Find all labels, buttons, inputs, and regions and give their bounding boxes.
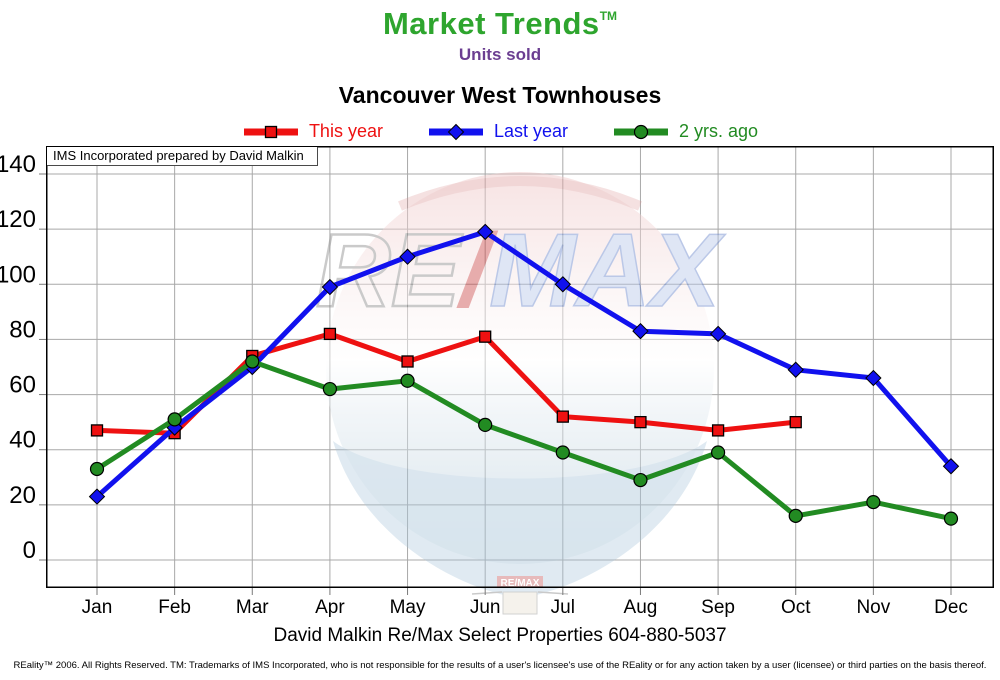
data-point	[323, 327, 337, 341]
chart-area: RE/MAX RE/MAX 0 20 40 60 80 100 120 140 Jan Feb Ma…	[0, 146, 1000, 620]
legend-swatch-circle	[614, 124, 669, 139]
x-axis-label: Jul	[551, 597, 575, 618]
legend-swatch-square	[243, 125, 298, 138]
data-point	[322, 381, 338, 397]
legend-marker	[264, 125, 278, 138]
series-line	[94, 229, 954, 500]
data-point	[556, 410, 569, 423]
balloon-band	[497, 576, 543, 588]
prepared-by-annotation: IMS Incorporated prepared by David Malki…	[47, 147, 318, 166]
chart-title: Vancouver West Townhouses	[338, 82, 662, 108]
data-point	[710, 445, 726, 460]
disclaimer-line: REality™ 2006. All Rights Reserved. TM: …	[13, 660, 987, 671]
data-point	[789, 415, 802, 429]
data-point	[479, 330, 492, 343]
data-point	[787, 361, 804, 378]
y-axis-label: 140	[0, 151, 36, 178]
data-point	[866, 495, 881, 510]
y-axis-label: 120	[0, 206, 36, 233]
x-axis-label: Feb	[158, 597, 191, 618]
data-point	[245, 354, 260, 369]
legend-item: This year	[242, 121, 383, 142]
x-axis-label: Aug	[624, 597, 658, 618]
data-point	[555, 445, 570, 460]
legend-label: This year	[308, 121, 383, 141]
legend-marker	[633, 124, 649, 139]
data-point	[476, 223, 494, 241]
data-point	[478, 417, 493, 432]
data-point	[788, 508, 803, 523]
plot-border	[46, 146, 994, 588]
legend-item: 2 yrs. ago	[612, 121, 758, 142]
legend-label: 2 yrs. ago	[679, 121, 759, 141]
y-axis-label: 80	[9, 316, 36, 343]
data-point	[943, 511, 959, 526]
x-axis-label: Nov	[856, 597, 890, 618]
data-point	[399, 248, 416, 265]
remax-balloon-watermark: RE/MAX RE/MAX	[315, 172, 727, 615]
x-axis-label: Apr	[315, 597, 345, 618]
contact-line: David Malkin Re/Max Select Properties 60…	[273, 625, 727, 646]
data-point	[321, 278, 339, 296]
brand-title: Market TrendsTM	[0, 6, 1000, 42]
legend-item: Last year	[427, 121, 568, 142]
balloon-band-text: RE/MAX	[501, 578, 540, 589]
legend-label: Last year	[493, 121, 569, 141]
x-axis-label: Jun	[470, 597, 501, 618]
brand-title-text: Market Trends	[382, 6, 600, 41]
x-axis-label: Oct	[781, 597, 811, 618]
data-point	[401, 355, 414, 368]
y-axis-label: 0	[23, 537, 36, 564]
x-axis-label: Mar	[236, 597, 269, 618]
data-point	[634, 415, 647, 429]
balloon-lower-envelope	[333, 441, 707, 598]
data-point	[167, 412, 182, 427]
report-subtitle: Units sold	[458, 45, 542, 64]
data-point	[709, 325, 727, 343]
chart-canvas: RE/MAX RE/MAX 0 20 40 60 80 100 120 140 Jan Feb Ma…	[0, 146, 994, 618]
x-axis-label: May	[390, 597, 426, 618]
chart-legend: This year Last year 2 yrs. ago	[0, 121, 1000, 142]
y-axis-label: 100	[0, 261, 36, 288]
axis-labels: 0 20 40 60 80 100 120 140 Jan Feb Mar Apr May Jun Jul A…	[0, 151, 968, 618]
x-axis-label: Sep	[701, 597, 735, 618]
y-axis-label: 20	[9, 482, 36, 509]
y-axis-label: 40	[9, 427, 36, 454]
axes	[39, 146, 994, 595]
trademark-mark: TM	[599, 9, 618, 23]
data-point	[554, 276, 572, 293]
data-point	[633, 472, 648, 488]
data-series	[88, 223, 960, 526]
balloon-envelope	[326, 172, 714, 564]
data-point	[89, 461, 105, 477]
data-point	[90, 424, 104, 437]
data-point	[88, 488, 106, 505]
y-axis-label: 60	[9, 372, 36, 399]
data-point	[865, 369, 882, 387]
legend-swatch-diamond	[428, 123, 483, 140]
data-point	[632, 322, 649, 340]
balloon-basket	[502, 591, 538, 615]
balloon-top-arc	[398, 176, 642, 211]
x-axis-label: Dec	[934, 597, 968, 618]
balloon-string-left	[471, 591, 503, 595]
series-line	[94, 359, 954, 522]
legend-marker	[447, 123, 465, 140]
data-point	[942, 458, 960, 475]
balloon-string-right	[537, 591, 569, 595]
data-point	[711, 424, 725, 437]
data-point	[400, 373, 415, 388]
x-axis-label: Jan	[82, 597, 113, 618]
